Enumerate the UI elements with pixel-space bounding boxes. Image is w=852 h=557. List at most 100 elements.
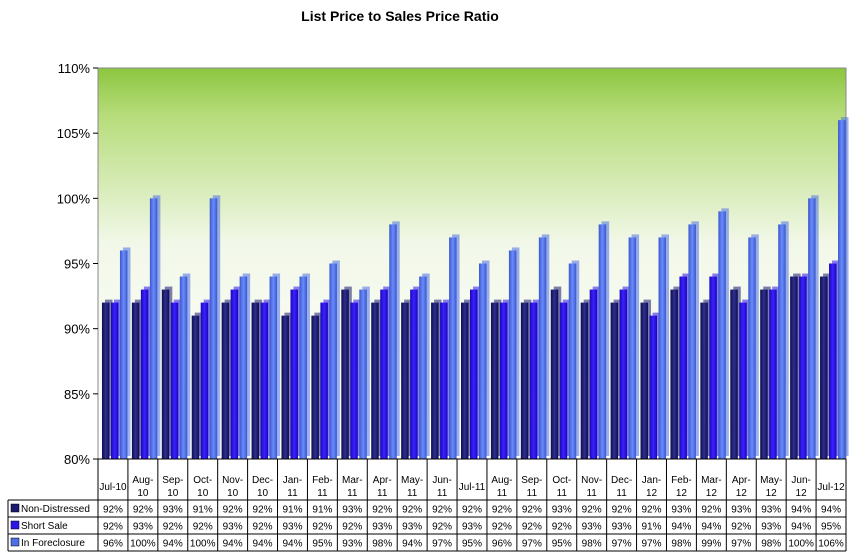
bar-non-distressed [490, 302, 499, 459]
x-category-label: 12 [766, 488, 778, 499]
data-label: 93% [282, 522, 302, 533]
bar-short-sale [559, 302, 568, 459]
data-label: 96% [103, 539, 123, 550]
x-category-label: 11 [527, 488, 538, 499]
x-category-label: Jun- [791, 475, 810, 486]
data-label: 92% [372, 505, 392, 516]
bar-in-foreclosure [119, 250, 128, 459]
bar-in-foreclosure [628, 237, 637, 459]
data-label: 97% [731, 539, 751, 550]
x-category-label: Jul-11 [459, 482, 486, 493]
x-category-label: Jul-10 [99, 482, 127, 493]
data-label: 93% [342, 539, 362, 550]
bar-short-sale [260, 302, 269, 459]
bar-short-sale [320, 302, 328, 459]
bar-in-foreclosure [778, 224, 786, 459]
x-category-label: 10 [227, 488, 239, 499]
x-category-label: Jan- [642, 475, 661, 486]
x-category-label: 12 [796, 488, 808, 499]
bar-in-foreclosure [538, 237, 547, 459]
data-label: 92% [522, 522, 542, 533]
data-label: 92% [402, 505, 422, 516]
bar-in-foreclosure [239, 276, 248, 459]
data-label: 94% [701, 522, 721, 533]
bar-short-sale [619, 289, 628, 459]
bar-non-distressed [550, 289, 559, 459]
bar-non-distressed [161, 289, 170, 459]
legend-label: Short Sale [21, 521, 68, 532]
bar-short-sale [440, 302, 448, 459]
bar-non-distressed [311, 315, 319, 459]
bar-in-foreclosure [718, 211, 726, 459]
data-label: 92% [462, 505, 482, 516]
x-category-label: Feb- [671, 475, 692, 486]
bar-non-distressed [820, 276, 828, 459]
bar-in-foreclosure [688, 224, 696, 459]
data-label: 94% [402, 539, 422, 550]
x-category-label: Apr- [732, 475, 751, 486]
bar-short-sale [200, 302, 209, 459]
bar-in-foreclosure [329, 263, 337, 459]
data-label: 92% [701, 505, 721, 516]
bar-non-distressed [790, 276, 798, 459]
x-category-label: 10 [137, 488, 149, 499]
data-label: 93% [552, 505, 572, 516]
y-tick-label: 90% [64, 322, 90, 337]
data-label: 93% [731, 505, 751, 516]
bar-non-distressed [700, 302, 708, 459]
data-label: 100% [788, 539, 814, 550]
data-label: 91% [282, 505, 302, 516]
bar-short-sale [170, 302, 179, 459]
x-category-label: 12 [646, 488, 658, 499]
x-category-label: 11 [586, 488, 597, 499]
data-label: 94% [223, 539, 243, 550]
data-label: 94% [163, 539, 183, 550]
y-tick-label: 85% [64, 387, 90, 402]
data-label: 94% [791, 522, 811, 533]
legend-swatch [10, 537, 20, 547]
data-label: 99% [701, 539, 721, 550]
bar-in-foreclosure [359, 289, 367, 459]
bar-in-foreclosure [449, 237, 457, 459]
y-tick-label: 110% [58, 61, 91, 76]
x-category-label: 10 [167, 488, 179, 499]
bar-short-sale [799, 276, 807, 459]
x-category-label: Oct- [193, 475, 212, 486]
bar-non-distressed [640, 302, 649, 459]
data-label: 93% [612, 522, 632, 533]
bar-in-foreclosure [748, 237, 756, 459]
data-label: 93% [163, 505, 183, 516]
x-category-label: Jun- [432, 475, 451, 486]
data-label: 94% [671, 522, 691, 533]
bar-short-sale [290, 289, 298, 459]
x-category-label: 11 [616, 488, 627, 499]
data-label: 97% [612, 539, 632, 550]
bar-short-sale [410, 289, 418, 459]
data-label: 93% [372, 522, 392, 533]
bar-short-sale [739, 302, 747, 459]
bar-short-sale [110, 302, 119, 459]
legend-label: In Foreclosure [21, 538, 85, 549]
bar-non-distressed [371, 302, 379, 459]
bar-short-sale [529, 302, 538, 459]
data-label: 94% [791, 505, 811, 516]
y-tick-label: 100% [57, 191, 91, 206]
data-label: 92% [103, 522, 123, 533]
bar-short-sale [140, 289, 149, 459]
data-label: 98% [761, 539, 781, 550]
data-label: 94% [821, 505, 841, 516]
bar-in-foreclosure [209, 198, 218, 460]
x-category-label: Oct- [552, 475, 571, 486]
y-tick-label: 105% [57, 126, 91, 141]
data-label: 95% [821, 522, 841, 533]
data-label: 91% [642, 522, 662, 533]
bar-non-distressed [431, 302, 439, 459]
bar-non-distressed [281, 315, 289, 459]
data-label: 93% [462, 522, 482, 533]
data-label: 92% [253, 505, 273, 516]
x-category-label: 12 [706, 488, 718, 499]
x-category-label: 12 [676, 488, 688, 499]
x-category-label: May- [760, 475, 782, 486]
bar-short-sale [470, 289, 478, 459]
data-label: 97% [432, 539, 452, 550]
